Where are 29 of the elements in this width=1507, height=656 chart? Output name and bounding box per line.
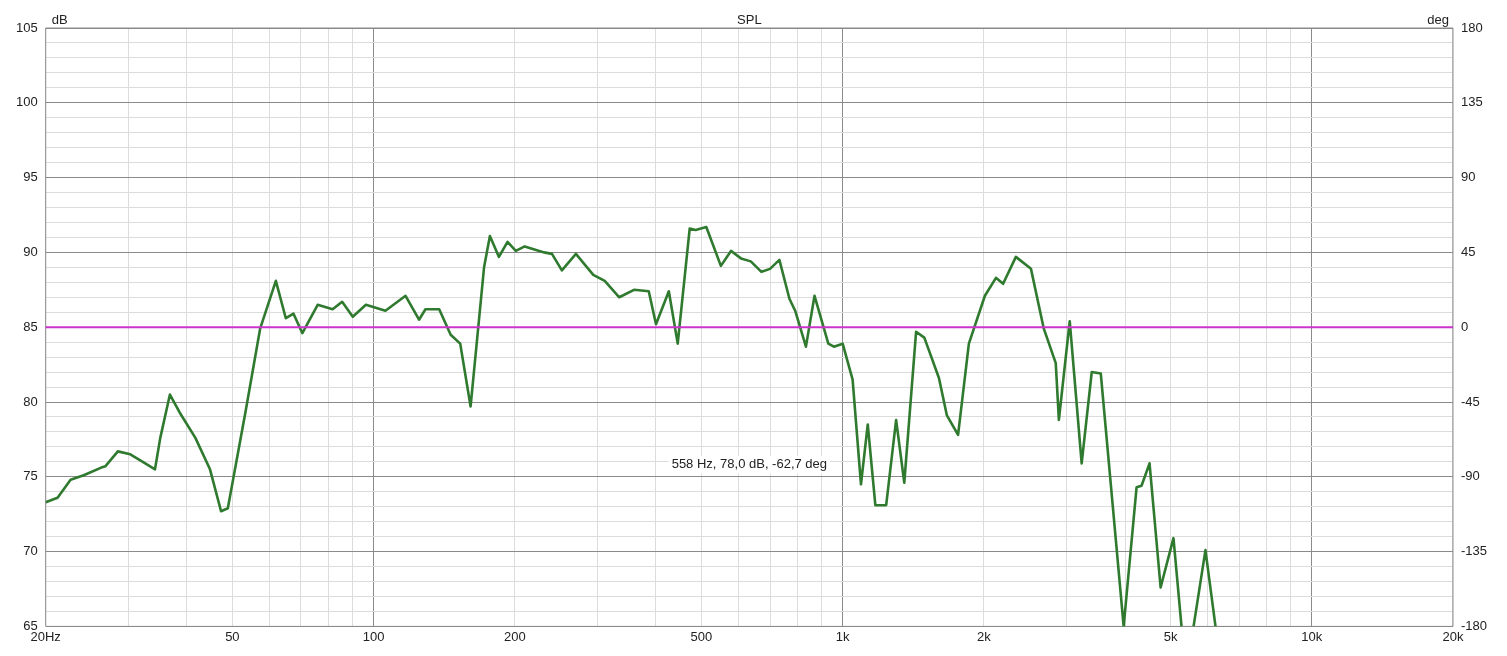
- x-tick-label: 100: [362, 628, 385, 644]
- y-tick-label: 100: [15, 94, 38, 110]
- y2-tick-label: 0: [1460, 318, 1469, 334]
- x-tick-label: 1k: [835, 628, 851, 644]
- y-tick-label: 95: [23, 169, 38, 185]
- x-tick-label: 200: [503, 628, 526, 644]
- x-tick-label: 10k: [1301, 628, 1323, 644]
- y2-tick-label: -90: [1460, 468, 1480, 484]
- y-tick-label: 65: [23, 617, 38, 633]
- y-tick-label: 85: [23, 318, 38, 334]
- x-tick-label: 2k: [977, 628, 992, 644]
- y2-tick-label: 135: [1460, 94, 1483, 110]
- y2-tick-label: 180: [1460, 19, 1483, 35]
- y-tick-label: 75: [23, 468, 38, 484]
- x-tick-label: 50: [225, 628, 240, 644]
- y2-axis-title: deg: [1427, 12, 1449, 28]
- y2-tick-label: -135: [1460, 543, 1488, 559]
- x-tick-label: 5k: [1163, 628, 1178, 644]
- y-tick-label: 105: [15, 19, 38, 35]
- y2-tick-label: 45: [1460, 243, 1476, 259]
- annotation: 558 Hz, 78,0 dB, -62,7 deg: [671, 456, 828, 472]
- y-tick-label: 70: [23, 543, 38, 559]
- y2-tick-label: 90: [1460, 169, 1476, 185]
- x-tick-label: 500: [690, 628, 713, 644]
- y2-tick-label: -45: [1460, 393, 1480, 409]
- y-tick-label: 80: [23, 393, 38, 409]
- chart-title: SPL: [737, 12, 762, 28]
- y-tick-label: 90: [23, 243, 38, 259]
- y-axis-title: dB: [51, 12, 68, 28]
